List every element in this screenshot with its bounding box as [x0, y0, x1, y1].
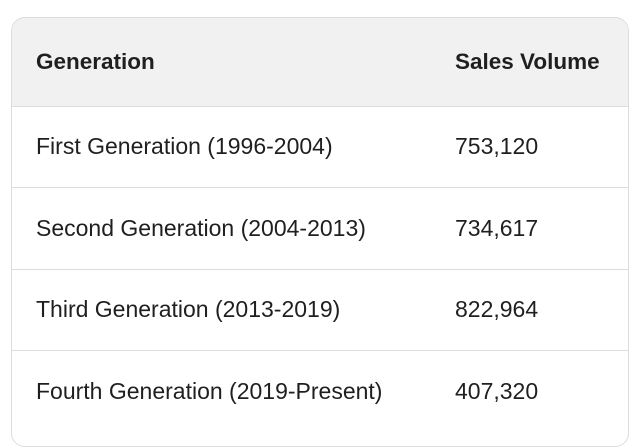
- generation-cell: Fourth Generation (2019-Present): [12, 350, 432, 432]
- table-body: First Generation (1996-2004) 753,120 Sec…: [12, 106, 628, 432]
- generation-cell: Third Generation (2013-2019): [12, 268, 432, 351]
- column-header-generation: Generation: [12, 18, 432, 107]
- table-header-row: Generation Sales Volume: [12, 18, 628, 107]
- table-row: Third Generation (2013-2019) 822,964: [12, 268, 628, 351]
- generation-cell: First Generation (1996-2004): [36, 133, 333, 160]
- generation-cell: Second Generation (2004-2013): [12, 187, 432, 269]
- sales-table: Generation Sales Volume First Generation…: [12, 18, 628, 432]
- data-table-card: Generation Sales Volume First Generation…: [11, 17, 629, 447]
- table-header: Generation Sales Volume: [12, 18, 628, 107]
- column-header-sales-volume: Sales Volume: [432, 18, 628, 107]
- sales-volume-cell: 407,320: [432, 350, 628, 432]
- sales-volume-cell: 822,964: [432, 268, 628, 351]
- sales-volume-cell: 734,617: [432, 187, 628, 269]
- sales-volume-cell: 753,120: [455, 133, 539, 160]
- table-row: First Generation (1996-2004) 753,120: [12, 106, 628, 188]
- table-row: Second Generation (2004-2013) 734,617: [12, 187, 628, 269]
- table-row: Fourth Generation (2019-Present) 407,320: [12, 350, 628, 432]
